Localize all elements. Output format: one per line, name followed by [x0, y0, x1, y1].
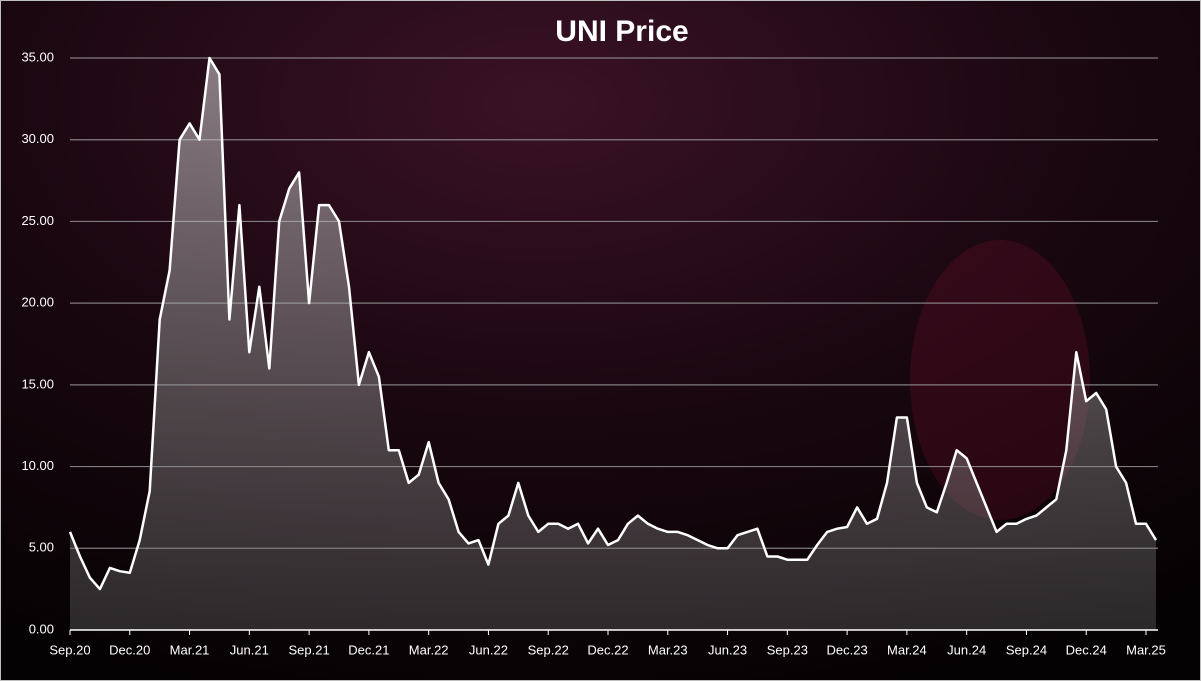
decoration	[910, 240, 1090, 520]
x-tick-label: Sep.20	[49, 642, 90, 657]
x-tick-label: Mar.25	[1126, 642, 1166, 657]
x-tick-label: Sep.21	[289, 642, 330, 657]
y-tick-label: 5.00	[29, 540, 54, 555]
x-tick-label: Mar.24	[887, 642, 927, 657]
x-tick-label: Mar.23	[648, 642, 688, 657]
x-tick-label: Jun.24	[947, 642, 986, 657]
y-tick-label: 35.00	[21, 49, 54, 64]
x-tick-label: Dec.20	[109, 642, 150, 657]
x-tick-label: Dec.24	[1066, 642, 1107, 657]
y-tick-label: 0.00	[29, 621, 54, 636]
y-tick-label: 25.00	[21, 213, 54, 228]
y-tick-label: 30.00	[21, 131, 54, 146]
x-tick-label: Sep.23	[767, 642, 808, 657]
x-tick-label: Sep.22	[528, 642, 569, 657]
x-tick-label: Jun.23	[708, 642, 747, 657]
x-tick-label: Mar.22	[409, 642, 449, 657]
x-tick-label: Dec.21	[348, 642, 389, 657]
x-tick-label: Sep.24	[1006, 642, 1047, 657]
area	[70, 58, 1156, 630]
y-tick-label: 15.00	[21, 376, 54, 391]
x-tick-label: Jun.21	[230, 642, 269, 657]
plot	[68, 56, 1158, 630]
x-tick-label: Mar.21	[170, 642, 210, 657]
axes: 0.00 5.00 10.00 15.00 20.00 25.00 30.00 35.00 Se…	[21, 49, 1165, 657]
y-tick-label: 10.00	[21, 458, 54, 473]
y-tick-label: 20.00	[21, 295, 54, 310]
x-tick-label: Dec.22	[587, 642, 628, 657]
x-tick-label: Dec.23	[827, 642, 868, 657]
price-line	[68, 56, 1158, 591]
chart-title: UNI Price	[555, 15, 688, 48]
x-tick-label: Jun.22	[469, 642, 508, 657]
